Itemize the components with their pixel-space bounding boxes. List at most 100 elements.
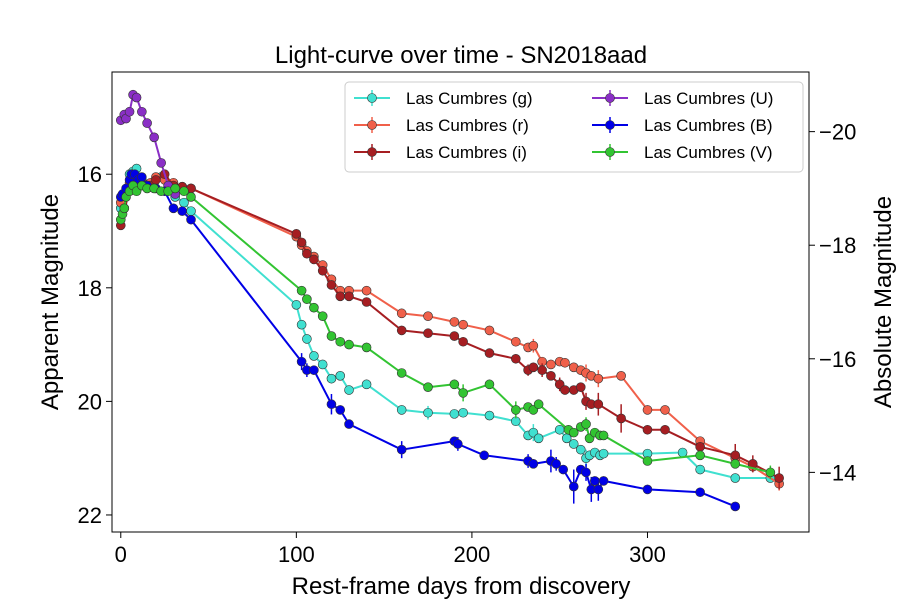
data-point <box>168 203 179 214</box>
data-point <box>335 371 346 381</box>
data-point <box>137 106 147 117</box>
data-point <box>344 291 354 302</box>
data-point <box>291 229 302 239</box>
data-point <box>546 359 556 370</box>
data-point <box>151 175 161 185</box>
data-point <box>537 365 547 375</box>
data-point <box>774 473 784 483</box>
data-point <box>581 467 591 478</box>
data-point <box>186 206 196 216</box>
data-point <box>423 407 433 418</box>
data-point <box>642 424 653 435</box>
data-point <box>361 297 372 307</box>
legend-swatch-marker <box>367 120 377 130</box>
data-point <box>124 106 135 117</box>
data-point <box>396 325 407 336</box>
data-point <box>765 467 776 478</box>
data-point <box>309 351 319 361</box>
y2-tick-label: −14 <box>819 460 856 485</box>
legend-box <box>344 81 804 173</box>
data-point <box>361 379 372 390</box>
data-point <box>396 368 407 378</box>
y-tick-label: 16 <box>78 162 102 187</box>
data-point <box>361 342 372 353</box>
data-point <box>511 405 521 415</box>
data-point <box>581 419 591 429</box>
data-point <box>642 484 653 495</box>
data-point <box>593 484 604 495</box>
legend-label: Las Cumbres (g) <box>406 89 533 108</box>
legend-swatch-marker <box>605 120 615 130</box>
data-point <box>302 294 312 304</box>
data-point <box>660 424 670 435</box>
y-tick-label: 18 <box>78 276 102 301</box>
y2-tick-label: −18 <box>819 233 856 258</box>
data-point <box>296 285 307 296</box>
data-point <box>593 399 604 410</box>
data-point <box>344 419 354 429</box>
x-tick-label: 100 <box>278 542 315 567</box>
legend-swatch-marker <box>605 147 615 157</box>
data-point <box>730 459 741 469</box>
data-point <box>296 356 307 367</box>
legend-item: Las Cumbres (B) <box>592 116 772 135</box>
legend-label: Las Cumbres (V) <box>644 143 772 162</box>
data-point <box>677 447 688 458</box>
data-point <box>695 464 705 475</box>
data-point <box>533 399 544 410</box>
series-line <box>119 173 780 479</box>
data-point <box>309 254 319 265</box>
data-point <box>317 359 328 370</box>
data-point <box>131 92 142 103</box>
series-line <box>119 184 771 474</box>
data-point <box>423 328 433 339</box>
y2-tick-label: −20 <box>819 120 856 145</box>
legend-swatch-marker <box>367 147 377 157</box>
data-point <box>568 481 579 492</box>
data-point <box>335 405 346 415</box>
data-point <box>186 214 196 225</box>
data-point <box>616 371 626 381</box>
legend-item: Las Cumbres (g) <box>354 89 533 108</box>
legend-swatch-marker <box>367 93 377 103</box>
series-line <box>119 173 736 508</box>
data-point <box>484 410 495 421</box>
legend: Las Cumbres (g) Las Cumbres (r) Las Cumbre… <box>344 81 804 173</box>
y2-tick-label: −16 <box>819 347 856 372</box>
data-point <box>396 405 407 415</box>
data-point <box>695 442 705 452</box>
series-line <box>119 167 771 479</box>
data-point <box>598 448 609 459</box>
data-point <box>479 450 490 461</box>
series-5 <box>115 180 776 480</box>
data-point <box>335 336 346 347</box>
data-point <box>558 464 569 475</box>
data-point <box>484 379 495 390</box>
y-tick-label: 20 <box>78 389 102 414</box>
axes: 0 100 200 300 16 18 20 22 −20 −18 −16 −14 <box>78 120 857 567</box>
data-point <box>575 382 586 392</box>
data-point <box>458 336 468 347</box>
data-point <box>296 319 307 330</box>
data-point <box>546 371 556 381</box>
y-tick-label: 22 <box>78 503 102 528</box>
x-tick-label: 200 <box>454 542 491 567</box>
data-point <box>149 132 159 143</box>
legend-label: Las Cumbres (r) <box>406 116 529 135</box>
data-point <box>326 399 337 410</box>
data-point <box>177 206 188 216</box>
legend-label: Las Cumbres (B) <box>644 116 772 135</box>
data-point <box>484 325 495 336</box>
plot-area <box>115 89 784 512</box>
x-axis-label: Rest-frame days from discovery <box>292 573 631 600</box>
data-point <box>344 385 354 395</box>
data-point <box>142 118 152 128</box>
data-point <box>511 336 521 347</box>
data-point <box>156 158 166 168</box>
plot-frame <box>111 71 810 533</box>
data-point <box>302 248 312 259</box>
data-point <box>575 444 586 455</box>
data-point <box>533 433 544 444</box>
data-point <box>170 183 181 194</box>
